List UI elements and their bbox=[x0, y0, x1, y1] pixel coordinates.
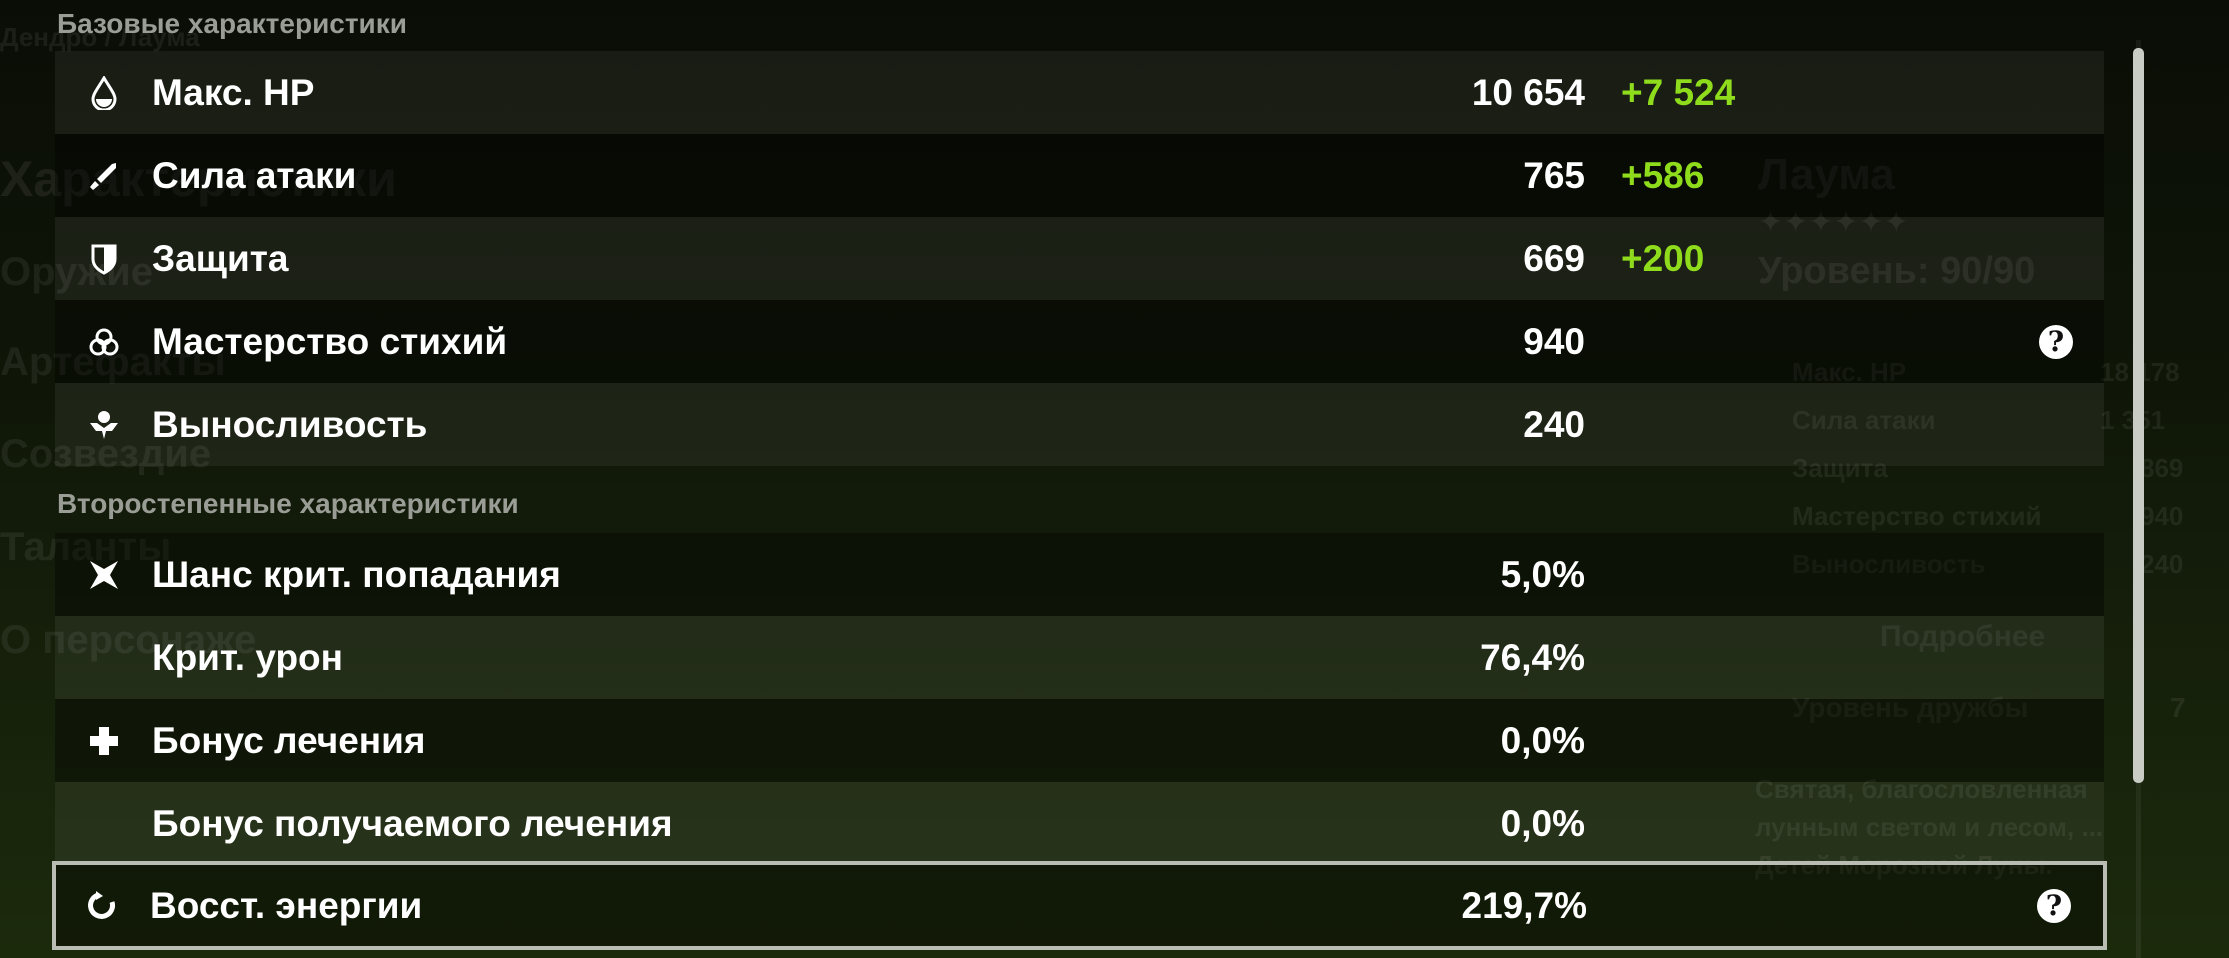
energy-recharge-icon bbox=[85, 889, 119, 923]
character-stars: ✦✦✦✦✦✦ bbox=[1758, 206, 1909, 239]
friendship-label: Уровень дружбы bbox=[1792, 692, 2029, 723]
menu-characteristics[interactable]: Характеристики bbox=[0, 151, 397, 207]
stat-value: 10 654 bbox=[1471, 71, 1585, 113]
bg-stat-label: Мастерство стихий bbox=[1792, 501, 2042, 531]
help-icon[interactable]: ? bbox=[2039, 324, 2073, 359]
stat-value: 76,4% bbox=[1480, 636, 1585, 678]
stat-label: Защита bbox=[152, 237, 289, 279]
stat-bonus: +586 bbox=[1621, 154, 1705, 196]
character-description: Святая, благословленная лунным светом и … bbox=[1755, 774, 2104, 880]
healing-cross-icon bbox=[87, 724, 121, 758]
stat-label: Шанс крит. попадания bbox=[152, 553, 561, 595]
stat-label: Бонус получаемого лечения bbox=[152, 802, 673, 844]
stat-bonus: +200 bbox=[1621, 237, 1705, 279]
details-button[interactable]: Подробнее bbox=[1880, 620, 2046, 653]
stat-label: Выносливость bbox=[152, 403, 428, 445]
base-stats-title: Базовые характеристики bbox=[57, 8, 407, 39]
stat-value: 0,0% bbox=[1500, 719, 1585, 761]
stat-label: Крит. урон bbox=[152, 636, 343, 678]
bg-stat-label: Сила атаки bbox=[1792, 405, 1936, 435]
shield-icon bbox=[87, 242, 121, 276]
stat-row-incoming-healing[interactable]: Бонус получаемого лечения 0,0% bbox=[55, 782, 2104, 865]
stat-value: 0,0% bbox=[1500, 802, 1585, 844]
stat-bonus: +7 524 bbox=[1621, 71, 1736, 113]
bg-stat-value: 240 bbox=[2140, 549, 2184, 579]
advanced-stats-title: Второстепенные характеристики bbox=[57, 488, 519, 519]
stat-value: 5,0% bbox=[1500, 553, 1585, 595]
menu-talents[interactable]: Таланты bbox=[0, 525, 172, 569]
stat-row-stamina[interactable]: Выносливость 240 bbox=[55, 383, 2104, 466]
bg-stat-label: Макс. HP bbox=[1792, 357, 1907, 387]
stat-row-atk[interactable]: Сила атаки 765 +586 bbox=[55, 134, 2104, 217]
stat-row-energy-recharge[interactable]: Восст. энергии 219,7% ? bbox=[52, 861, 2107, 950]
bg-stat-label: Выносливость bbox=[1792, 549, 1986, 579]
menu-profile[interactable]: О персонаже bbox=[0, 618, 257, 662]
stat-label: Сила атаки bbox=[152, 154, 357, 196]
stat-label: Бонус лечения bbox=[152, 719, 426, 761]
stat-value: 219,7% bbox=[1461, 884, 1588, 926]
stat-value: 240 bbox=[1523, 403, 1585, 445]
character-level: Уровень: 90/90 bbox=[1758, 250, 2036, 292]
stat-row-hp[interactable]: Макс. HP 10 654 +7 524 bbox=[55, 51, 2104, 134]
element-path: Дендро / Лаума bbox=[0, 22, 200, 52]
friendship-value: 7 bbox=[2170, 692, 2186, 723]
stat-label: Восст. энергии bbox=[150, 884, 423, 926]
character-name: Лаума bbox=[1758, 150, 1895, 199]
stat-value: 669 bbox=[1523, 237, 1585, 279]
stat-row-healing-bonus[interactable]: Бонус лечения 0,0% bbox=[55, 699, 2104, 782]
stat-row-def[interactable]: Защита 669 +200 bbox=[55, 217, 2104, 300]
help-icon[interactable]: ? bbox=[2037, 888, 2071, 923]
stat-label: Макс. HP bbox=[152, 71, 315, 113]
menu-artifacts[interactable]: Артефакты bbox=[0, 340, 226, 384]
stat-row-crit-rate[interactable]: Шанс крит. попадания 5,0% bbox=[55, 533, 2104, 616]
menu-weapon[interactable]: Оружие bbox=[0, 250, 153, 294]
bg-stat-label: Защита bbox=[1792, 453, 1888, 483]
crit-rate-icon bbox=[87, 558, 121, 592]
stat-value: 940 bbox=[1523, 320, 1585, 362]
sword-icon bbox=[87, 159, 121, 193]
stat-value: 765 bbox=[1523, 154, 1585, 196]
stat-row-em[interactable]: Мастерство стихий 940 ? bbox=[55, 300, 2104, 383]
elemental-mastery-icon bbox=[87, 325, 121, 359]
bg-stat-value: 869 bbox=[2140, 453, 2184, 483]
hp-drop-icon bbox=[87, 75, 121, 110]
stamina-icon bbox=[87, 408, 121, 442]
menu-constellation[interactable]: Созвездие bbox=[0, 432, 212, 476]
stat-row-crit-dmg[interactable]: Крит. урон 76,4% bbox=[55, 616, 2104, 699]
stat-label: Мастерство стихий bbox=[152, 320, 508, 362]
bg-stat-value: 940 bbox=[2140, 501, 2184, 531]
scrollbar-thumb[interactable] bbox=[2133, 48, 2144, 783]
bg-stat-value: 1 351 bbox=[2100, 405, 2165, 435]
